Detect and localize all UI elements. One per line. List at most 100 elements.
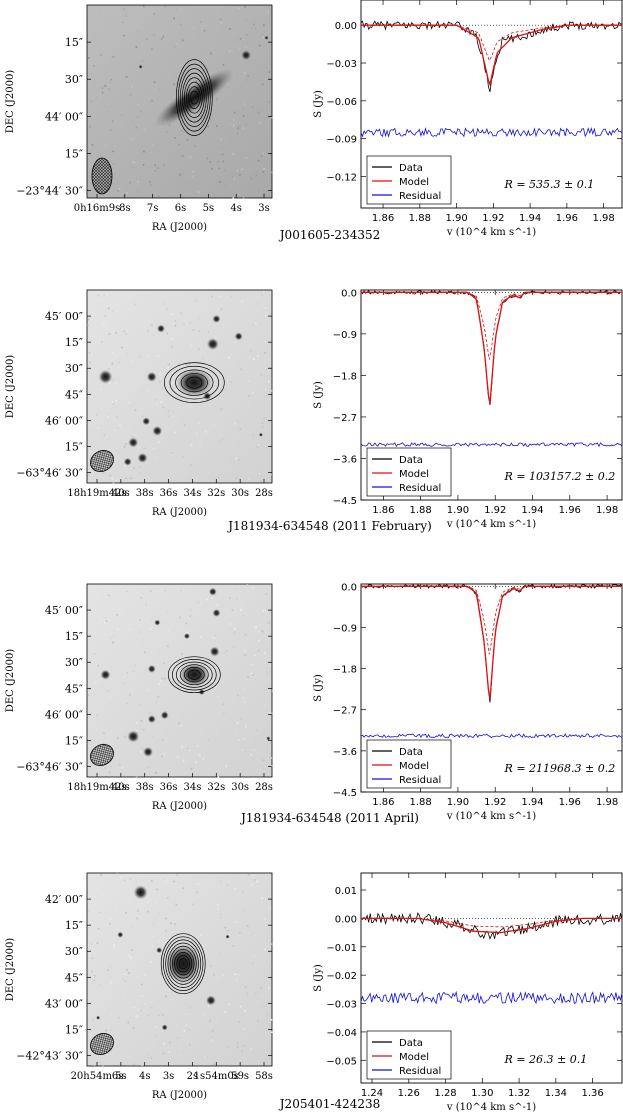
image-ylabel: DEC (J2000)	[5, 938, 16, 1002]
star	[209, 646, 220, 657]
ytick-label: 46′ 00″	[45, 708, 83, 721]
xtick-label: 58s	[255, 1071, 273, 1082]
optical-image: 42′ 00″ 15″ 30″ 45″ 43′ 00″ 15″ −42°43′ 30″ 20h…	[5, 872, 273, 1101]
ytick-label: 30″	[65, 656, 83, 669]
xtick-label: 6s	[175, 203, 187, 214]
star	[212, 608, 221, 617]
image-xlabel: RA (J2000)	[152, 507, 207, 518]
star	[100, 669, 111, 680]
ytick-label: 15″	[65, 147, 83, 160]
star	[161, 1024, 168, 1031]
legend-label: Residual	[399, 775, 441, 786]
star	[143, 746, 154, 757]
ytick-label: −3.6	[333, 454, 357, 465]
xtick-label: 1.96	[559, 505, 581, 516]
radio-contours	[175, 59, 213, 136]
xtick-label: 3s	[163, 1071, 175, 1082]
xtick-label: 1.86	[372, 213, 394, 224]
xtick-label: 1.94	[519, 213, 541, 224]
ytick-label: 0.00	[335, 914, 357, 925]
panel-4: 42′ 00″ 15″ 30″ 45″ 43′ 00″ 15″ −42°43′ 30″ 20h…	[5, 872, 623, 1113]
ytick-label: 43′ 00″	[45, 997, 83, 1010]
star	[266, 736, 271, 741]
panel-caption: J181934-634548 (2011 April)	[239, 811, 419, 825]
ytick-label: 46′ 00″	[45, 414, 83, 427]
xtick-label: 1.90	[445, 213, 467, 224]
legend-label: Model	[399, 761, 429, 772]
ytick-label: −0.05	[326, 1056, 357, 1067]
ytick-label: −2.7	[333, 706, 357, 717]
series-model	[361, 24, 622, 87]
xtick-label: 34s	[183, 488, 201, 499]
legend-label: Data	[399, 163, 423, 174]
ytick-label: 45′ 00″	[45, 604, 83, 617]
xtick-label: 32s	[207, 782, 225, 793]
xtick-label: 1.94	[521, 505, 543, 516]
ytick-label: 45′ 00″	[45, 310, 83, 323]
star	[137, 452, 148, 463]
ytick-label: −0.12	[326, 172, 357, 183]
star	[142, 417, 151, 426]
ytick-label: −1.8	[333, 371, 357, 382]
legend-box	[366, 739, 452, 789]
xtick-label: 32s	[207, 488, 225, 499]
star	[234, 332, 243, 341]
xtick-label: 1.26	[398, 1088, 420, 1099]
ytick-label: 42′ 00″	[45, 893, 83, 906]
model-component	[361, 918, 622, 928]
ytick-label: −0.9	[333, 330, 357, 341]
image-ylabel: DEC (J2000)	[5, 649, 16, 713]
ytick-label: −0.03	[326, 1000, 357, 1011]
xtick-label: 30s	[231, 488, 249, 499]
optical-image: 45′ 00″ 15″ 30″ 45″ 46′ 00″ 15″ −63°46′ 30″ 18h…	[5, 289, 273, 518]
star	[127, 730, 140, 743]
star	[98, 369, 113, 384]
legend-label: Data	[399, 747, 423, 758]
series-residual	[360, 733, 623, 739]
xtick-label: 1.88	[409, 213, 431, 224]
legend-box	[366, 1030, 452, 1080]
beam-ellipse	[90, 744, 114, 766]
spectrum-ylabel: S (Jy)	[313, 964, 324, 992]
xtick-label: 36s	[160, 488, 178, 499]
xtick-label: 59s	[231, 1071, 249, 1082]
ytick-label: −0.04	[326, 1028, 357, 1039]
star	[147, 664, 156, 673]
ytick-label: −0.02	[326, 971, 357, 982]
star	[147, 715, 156, 724]
spectrum-chart: 0.0 −0.9 −1.8 −2.7 −3.6 −4.5 1.86 1.88 1.90 1.92 1…	[313, 288, 623, 530]
xtick-label: 1.88	[410, 797, 432, 808]
xtick-label: 1s54m0s	[194, 1071, 239, 1082]
ytick-label: −42°43′ 30″	[16, 1050, 83, 1063]
xtick-label: 1.34	[545, 1088, 567, 1099]
xtick-label: 1.36	[581, 1088, 603, 1099]
xtick-label: 18h19m42s	[67, 488, 126, 499]
xtick-label: 30s	[231, 782, 249, 793]
legend-box	[366, 155, 452, 205]
xtick-label: 3s	[258, 203, 270, 214]
star	[156, 947, 163, 954]
xtick-label: 1.98	[596, 797, 618, 808]
xtick-label: 4s	[230, 203, 242, 214]
fit-ratio-annotation: R = 535.3 ± 0.1	[504, 178, 595, 191]
xtick-label: 1.90	[447, 505, 469, 516]
optical-image: 45′ 00″ 15″ 30″ 45″ 46′ 00″ 15″ −63°46′ 30″ 18h…	[5, 583, 274, 812]
image-ylabel: DEC (J2000)	[5, 70, 16, 134]
spectrum-ylabel: S (Jy)	[313, 381, 324, 409]
panel-2: 45′ 00″ 15″ 30″ 45″ 46′ 00″ 15″ −63°46′ 30″ 18h…	[5, 288, 623, 533]
ytick-label: 15″	[65, 440, 83, 453]
legend-label: Model	[399, 1052, 429, 1063]
series-data	[360, 912, 623, 940]
xtick-label: 40s	[112, 782, 130, 793]
ytick-label: 30″	[65, 73, 83, 86]
model-component	[361, 585, 622, 655]
ytick-label: 30″	[65, 945, 83, 958]
spectrum-xlabel: v (10^4 km s^-1)	[446, 519, 536, 530]
star	[123, 457, 132, 466]
star	[133, 885, 148, 900]
beam-ellipse	[90, 450, 114, 472]
ytick-label: −1.8	[333, 665, 357, 676]
ytick-label: −23°44′ 30″	[16, 185, 83, 198]
image-background	[86, 583, 273, 778]
